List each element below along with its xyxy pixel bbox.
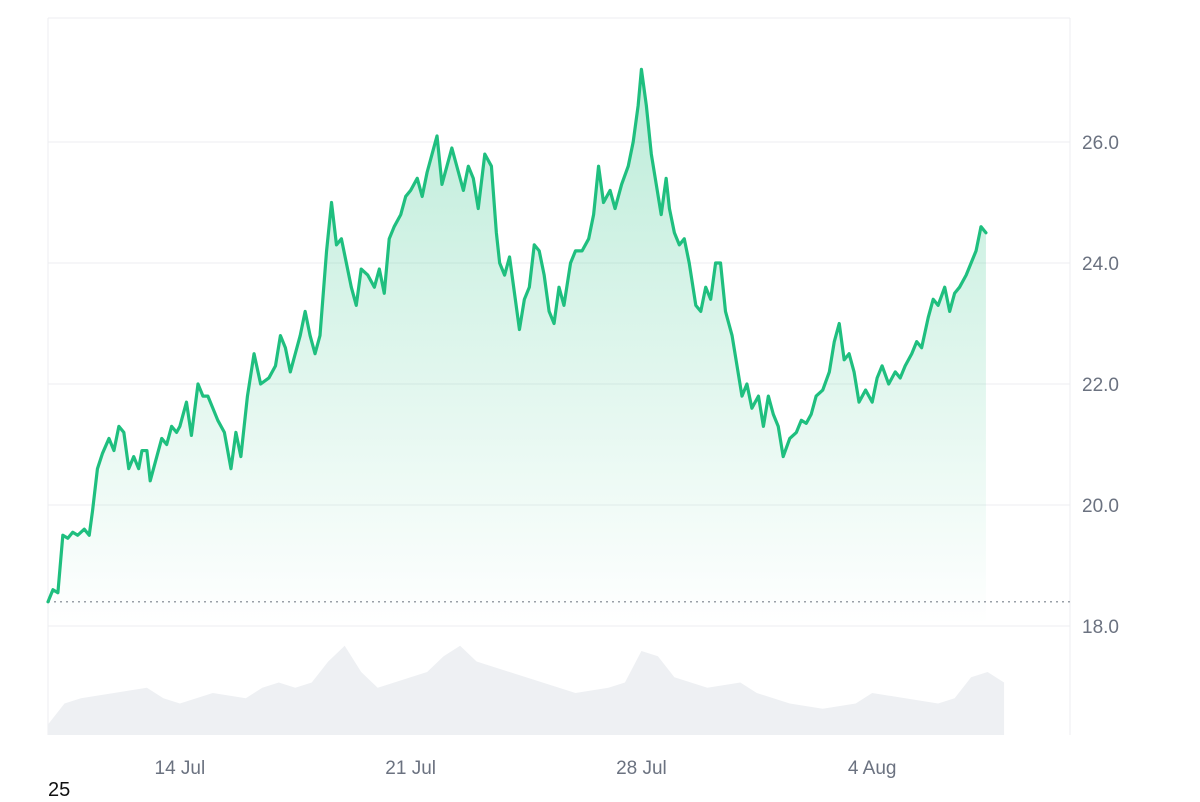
corner-label: 25 (48, 779, 71, 801)
y-tick-label: 24.0 (1082, 254, 1119, 275)
x-tick-label: 14 Jul (155, 758, 206, 779)
x-tick-label: 4 Aug (848, 758, 897, 779)
y-tick-label: 18.0 (1082, 617, 1119, 638)
price-area-fill (48, 69, 986, 625)
y-tick-label: 22.0 (1082, 375, 1119, 396)
x-tick-label: 21 Jul (385, 758, 436, 779)
y-tick-label: 20.0 (1082, 496, 1119, 517)
price-area (48, 69, 986, 625)
volume-area (48, 645, 1005, 735)
x-axis: 14 Jul 21 Jul 28 Jul 4 Aug (155, 758, 897, 779)
price-line-path (46, 67, 988, 604)
x-tick-label: 28 Jul (616, 758, 667, 779)
y-axis: 18.0 20.0 22.0 24.0 26.0 (1082, 133, 1119, 638)
volume-shape (48, 645, 1005, 735)
price-line (46, 67, 988, 604)
y-tick-label: 26.0 (1082, 133, 1119, 154)
